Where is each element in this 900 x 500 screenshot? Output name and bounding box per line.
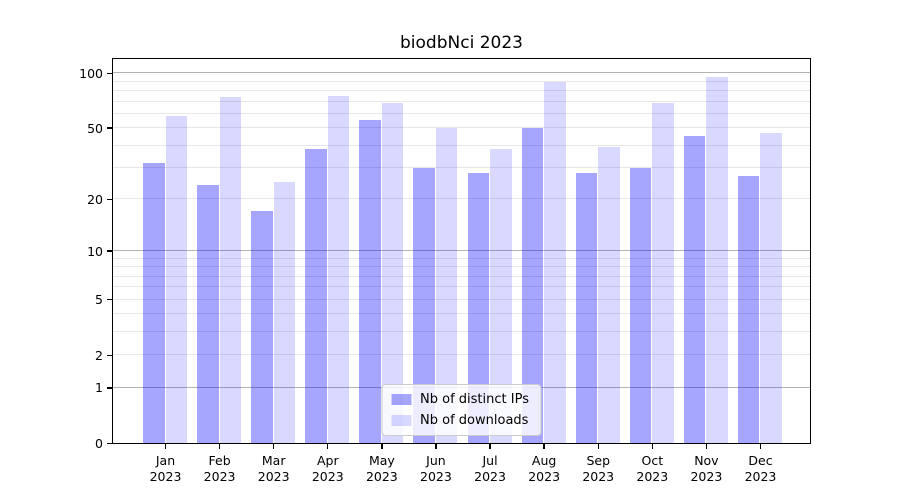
bar-oct-downloads [652, 103, 674, 443]
gridline [113, 275, 810, 277]
y-tick-label: 10 [87, 243, 103, 259]
x-tick-label-dec: Dec 2023 [744, 452, 777, 485]
bar-jun-downloads [435, 127, 458, 443]
y-tick-mark [107, 354, 112, 357]
x-tick-label-apr: Apr 2023 [311, 452, 344, 485]
x-tick-mark [218, 443, 221, 449]
x-axis: Jan 2023 Feb 2023 Mar 2023 Apr 2023 May 2023… [114, 443, 811, 500]
legend-item-distinct-ips: Nb of distinct IPs [391, 392, 529, 407]
gridline [113, 72, 810, 74]
bar-nov-distinct-ips [683, 135, 706, 443]
y-tick-label: 2 [95, 347, 103, 363]
x-tick-mark [435, 443, 437, 449]
x-tick-label-jun: Jun 2023 [420, 452, 452, 485]
y-tick-label: 0 [95, 436, 103, 451]
gridline [113, 286, 810, 288]
gridline [113, 144, 810, 146]
bar-jul-downloads [490, 149, 512, 443]
x-tick-mark [272, 443, 275, 449]
gridline [113, 100, 810, 102]
x-tick-mark [651, 443, 653, 449]
y-tick-label: 100 [79, 65, 103, 81]
x-tick-mark [543, 443, 545, 449]
bar-apr-downloads [327, 95, 350, 443]
x-tick-label-may: May 2023 [365, 452, 398, 485]
gridline [113, 250, 810, 252]
chart-title: biodbNci 2023 [400, 33, 523, 53]
gridline [113, 80, 810, 82]
y-tick-label: 5 [95, 292, 103, 308]
bar-may-downloads [381, 103, 404, 443]
y-tick-label: 1 [95, 380, 103, 396]
bar-jun-distinct-ips [413, 167, 435, 443]
y-tick-mark [107, 198, 112, 201]
legend: Nb of distinct IPs Nb of downloads [381, 384, 542, 436]
bar-mar-distinct-ips [251, 211, 273, 443]
gridline [113, 167, 810, 169]
y-tick-label: 50 [87, 120, 103, 136]
bar-sep-distinct-ips [575, 172, 598, 443]
x-tick-mark [381, 443, 383, 449]
gridline [113, 331, 810, 333]
y-tick-mark [107, 250, 112, 252]
legend-label-distinct-ips: Nb of distinct IPs [420, 392, 529, 407]
bar-sep-downloads [598, 147, 620, 443]
x-tick-label-nov: Nov 2023 [690, 452, 723, 485]
x-tick-mark [597, 443, 599, 449]
x-tick-label-oct: Oct 2023 [636, 452, 669, 485]
y-tick-mark [107, 442, 112, 445]
x-tick-mark [489, 443, 491, 449]
gridline [113, 127, 810, 129]
y-axis: 100 50 20 10 5 2 1 0 [0, 60, 112, 451]
bar-aug-downloads [544, 82, 566, 443]
gridline [113, 257, 810, 259]
bar-jan-downloads [165, 115, 187, 443]
bar-jul-distinct-ips [467, 172, 490, 443]
gridline [113, 354, 810, 356]
bar-dec-distinct-ips [737, 175, 760, 443]
y-tick-mark [107, 72, 112, 75]
x-tick-label-mar: Mar 2023 [257, 452, 290, 485]
gridline [113, 313, 810, 315]
x-tick-mark [759, 443, 762, 449]
legend-label-downloads: Nb of downloads [420, 413, 529, 428]
x-tick-mark [705, 443, 708, 449]
legend-swatch-downloads-icon [391, 415, 412, 426]
plot-area: Nb of distinct IPs Nb of downloads [112, 58, 811, 444]
gridline [113, 112, 810, 114]
bar-nov-downloads [706, 76, 728, 443]
x-tick-mark [327, 443, 329, 449]
y-tick-mark [107, 127, 112, 129]
bar-may-distinct-ips [359, 120, 381, 443]
bar-apr-distinct-ips [305, 149, 327, 443]
y-tick-mark [107, 387, 112, 389]
x-tick-label-feb: Feb 2023 [203, 452, 236, 485]
gridline [113, 90, 810, 92]
gridline [113, 298, 810, 300]
bar-aug-distinct-ips [521, 127, 544, 443]
y-tick-mark [107, 299, 112, 301]
bar-jan-distinct-ips [143, 162, 165, 443]
legend-swatch-distinct-ips-icon [391, 394, 412, 405]
y-tick-label: 20 [87, 191, 103, 207]
x-tick-label-sep: Sep 2023 [582, 452, 615, 485]
x-tick-label-jan: Jan 2023 [149, 452, 182, 485]
bar-oct-distinct-ips [629, 167, 652, 443]
gridline [113, 266, 810, 268]
bar-dec-downloads [760, 132, 782, 443]
gridline [113, 198, 810, 200]
x-tick-label-jul: Jul 2023 [474, 452, 506, 485]
x-tick-label-aug: Aug 2023 [528, 452, 561, 485]
bar-feb-distinct-ips [197, 184, 219, 443]
legend-item-downloads: Nb of downloads [391, 413, 529, 428]
bar-feb-downloads [219, 96, 242, 443]
bar-mar-downloads [273, 181, 296, 443]
x-tick-mark [164, 443, 167, 449]
